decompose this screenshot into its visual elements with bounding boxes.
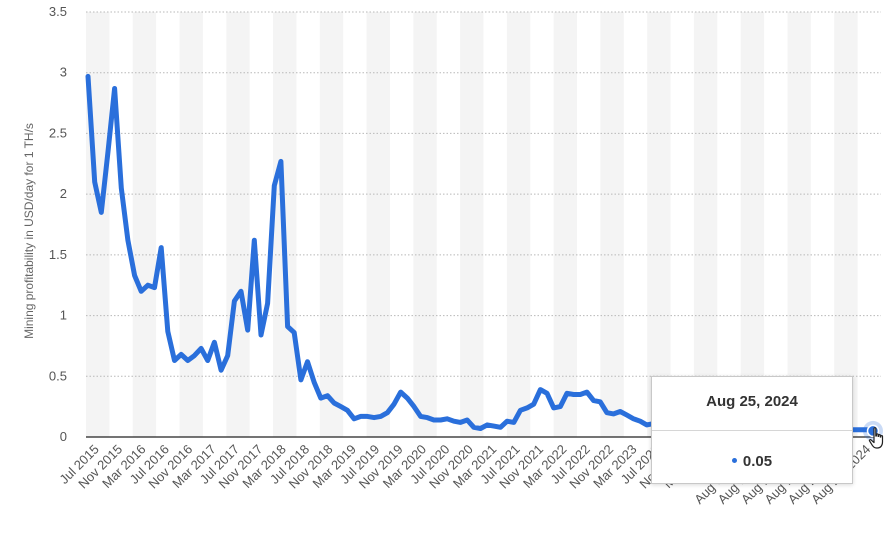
y-tick-label: 1.5 [49,247,67,262]
alternating-column-bands [86,12,858,437]
y-axis-tick-labels: 0 0.5 1 1.5 2 2.5 3 3.5 [49,4,67,444]
column-band [553,12,578,437]
y-tick-label: 3 [60,65,67,80]
column-band [132,12,157,437]
column-band [460,12,484,437]
column-band [600,12,624,437]
y-tick-label: 3.5 [49,4,67,19]
column-band [506,12,531,437]
column-band [834,12,858,437]
tooltip-value-row: 0.05 [652,431,852,485]
y-tick-label: 1 [60,308,67,323]
tooltip: Aug 25, 2024 0.05 [651,376,853,484]
hand-pointer-icon [868,427,884,449]
column-band [366,12,390,437]
column-band [179,12,203,437]
y-tick-label: 0.5 [49,368,67,383]
tooltip-value: 0.05 [742,453,773,470]
y-tick-label: 2 [60,186,67,201]
y-tick-label: 0 [60,429,67,444]
tooltip-date: Aug 25, 2024 [652,377,852,431]
y-axis-title: Mining profitability in USD/day for 1 TH… [22,123,36,339]
series-marker-dot-icon [731,457,737,463]
column-band [226,12,250,437]
column-band [319,12,344,437]
column-band [740,12,765,437]
column-band [693,12,718,437]
y-tick-label: 2.5 [49,125,67,140]
column-band [413,12,437,437]
column-band [787,12,811,437]
column-band [647,12,671,437]
